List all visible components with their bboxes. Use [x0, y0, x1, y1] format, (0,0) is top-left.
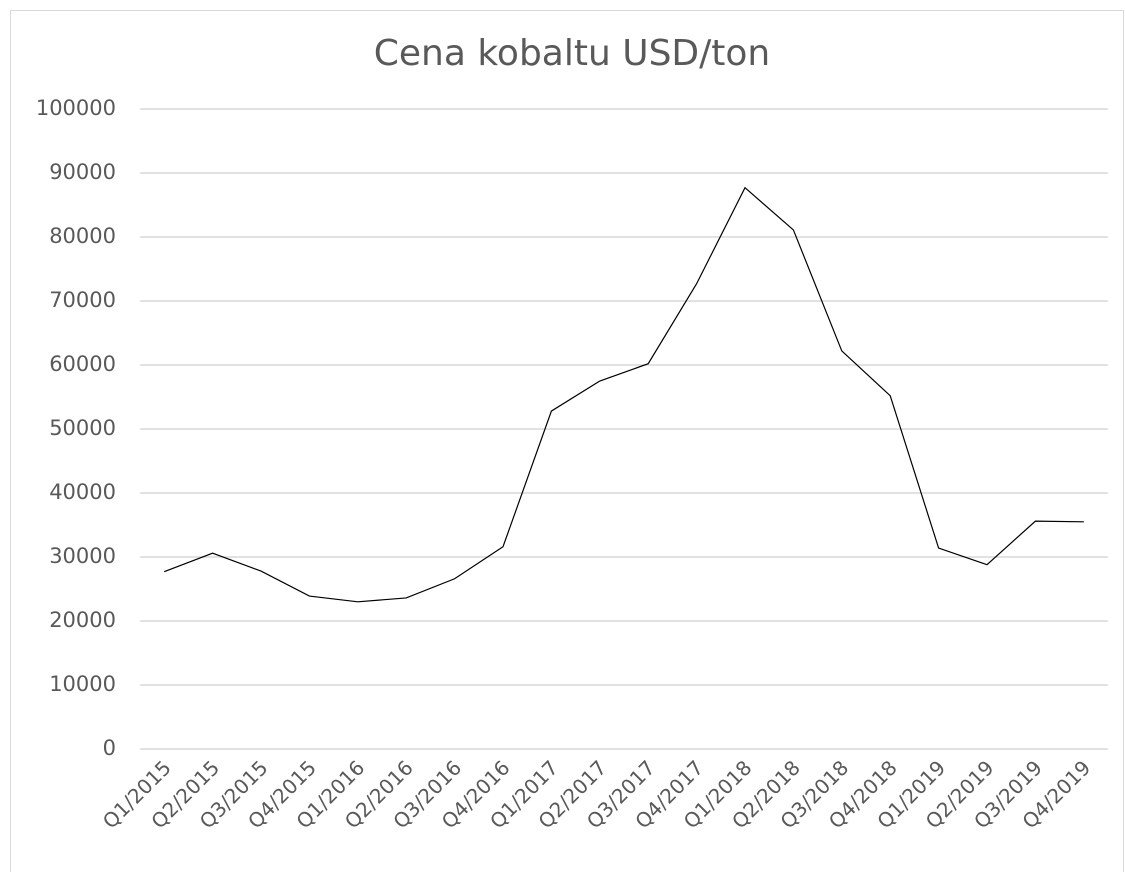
y-tick-label: 90000 [49, 160, 116, 184]
y-tick-label: 70000 [49, 288, 116, 312]
y-tick-label: 80000 [49, 224, 116, 248]
y-tick-label: 60000 [49, 352, 116, 376]
y-tick-label: 30000 [49, 544, 116, 568]
y-tick-label: 10000 [49, 672, 116, 696]
line-series [163, 186, 1084, 603]
y-tick-label: 20000 [49, 608, 116, 632]
y-tick-label: 100000 [36, 96, 116, 120]
y-tick-label: 0 [103, 736, 116, 760]
chart-frame [10, 10, 1124, 872]
y-tick-label: 50000 [49, 416, 116, 440]
y-tick-label: 40000 [49, 480, 116, 504]
chart-title: Cena kobaltu USD/ton [374, 33, 771, 74]
